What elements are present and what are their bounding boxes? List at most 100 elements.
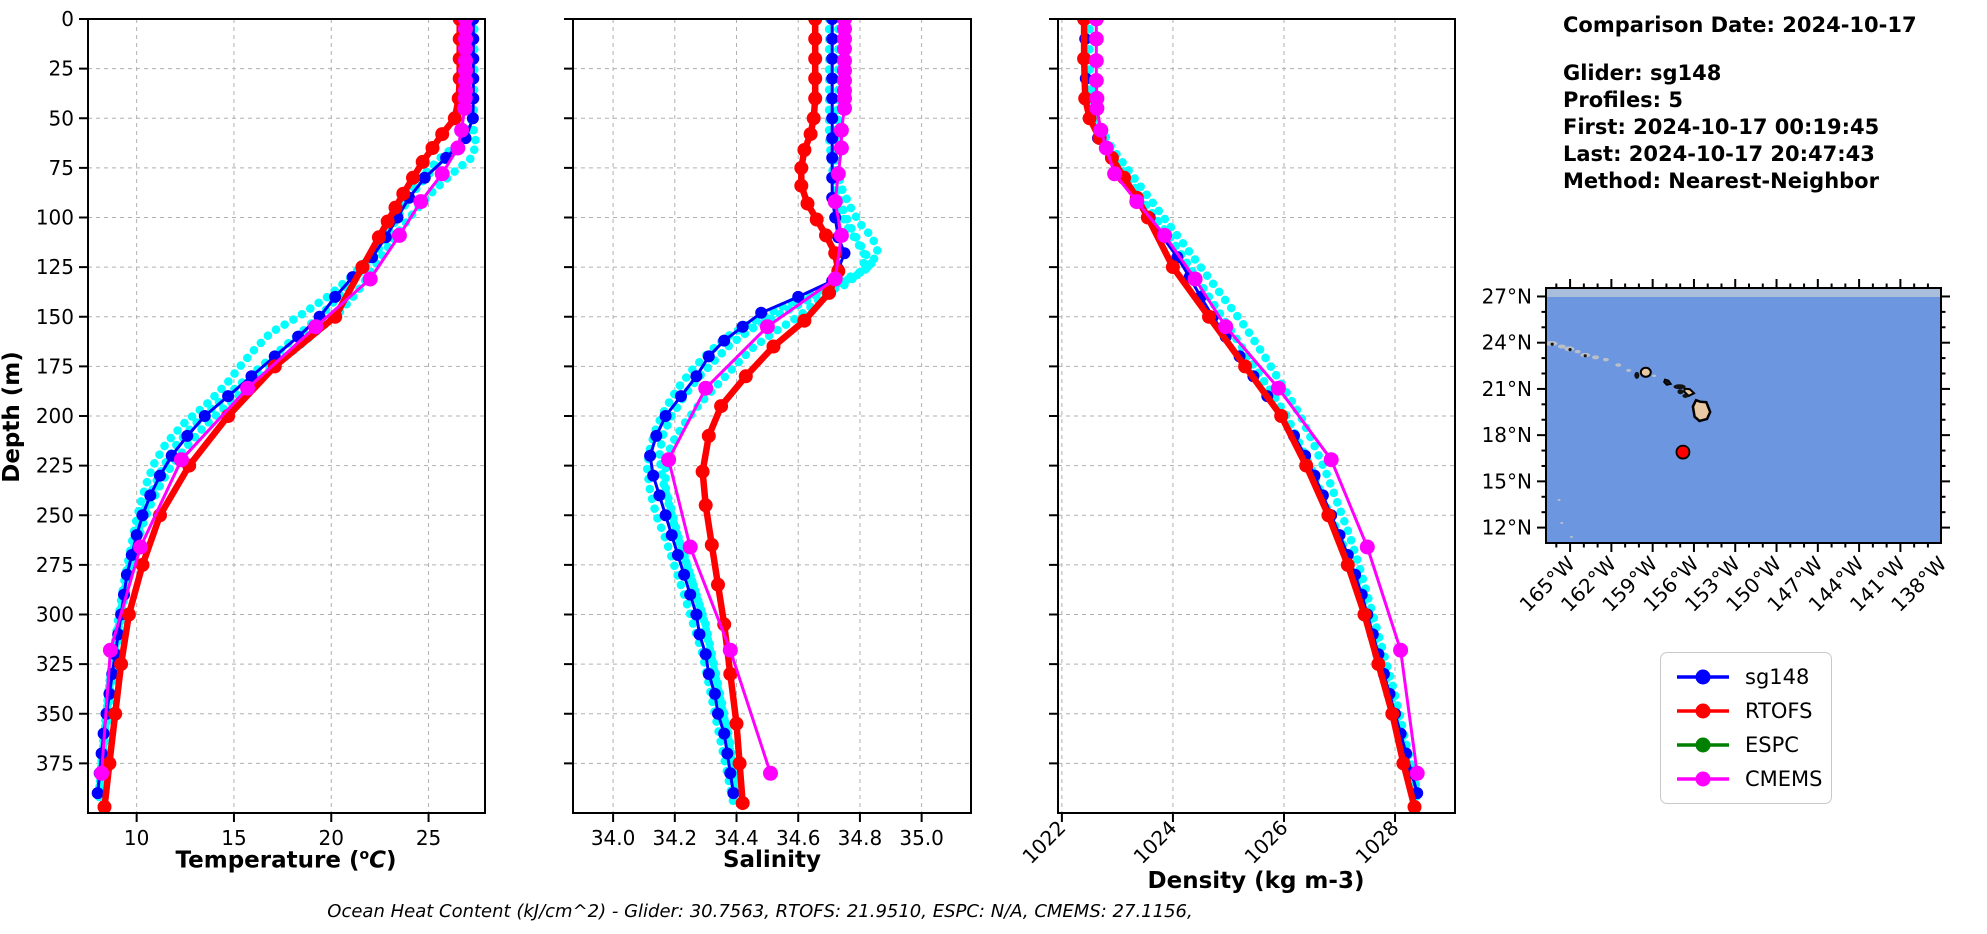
series-glider-profile-3 (661, 19, 883, 808)
depth-tick-label: 75 (49, 156, 74, 180)
legend: sg148 RTOFS ESPC CMEMS (1660, 652, 1832, 804)
series-CMEMS (667, 19, 846, 775)
depth-tick-label: 150 (36, 305, 74, 329)
markers-CMEMS (94, 19, 473, 781)
glider-position-marker (1675, 444, 1691, 460)
depth-tick-label: 300 (36, 603, 74, 627)
map-shoal-patch (1569, 535, 1573, 538)
map-islet-speck (1568, 348, 1572, 352)
map-shoal-patch (1557, 498, 1561, 501)
series-glider-profile-2 (95, 19, 477, 798)
series-sg148 (96, 19, 475, 795)
legend-item-sg148: sg148 (1675, 660, 1831, 694)
map-islet-speck (1583, 354, 1587, 358)
depth-tick-label: 25 (49, 57, 74, 81)
depth-tick-label: 375 (36, 751, 74, 775)
markers-sg148 (91, 19, 480, 800)
map-shoal-patch (1602, 357, 1609, 362)
series-glider-profile-1 (1082, 19, 1423, 808)
legend-label: ESPC (1745, 733, 1799, 757)
x-tick-label: 15 (221, 826, 246, 850)
depth-tick-label: 50 (49, 106, 74, 130)
map-shoal-patch (1560, 521, 1564, 524)
last-profile-time: Last: 2024-10-17 20:47:43 (1563, 142, 1875, 166)
map-island (1691, 398, 1712, 423)
series-glider-profile-2 (1085, 19, 1425, 808)
map-lat-label: 12°N (1482, 516, 1532, 540)
legend-item-ESPC: ESPC (1675, 728, 1831, 762)
map-ocean (1546, 288, 1941, 543)
map-island (1634, 371, 1640, 379)
depth-tick-label: 0 (61, 7, 74, 31)
map-island (1639, 366, 1652, 378)
plot-0: 0 25 50 75 100 125 150 175 200 225 250 275 300 325 350… (36, 7, 486, 850)
depth-tick-label: 325 (36, 652, 74, 676)
map-lat-label: 27°N (1482, 284, 1532, 308)
series-glider-profile-1 (94, 19, 478, 808)
depth-tick-label: 350 (36, 702, 74, 726)
map-shoal-patch (1615, 363, 1622, 367)
legend-line-marker-icon (1677, 737, 1729, 753)
ocean-heat-content-caption: Ocean Heat Content (kJ/cm^2) - Glider: 3… (327, 901, 1193, 922)
map-lat-label: 21°N (1482, 377, 1532, 401)
depth-tick-label: 250 (36, 503, 74, 527)
legend-line-marker-icon (1677, 703, 1729, 719)
plot-2: 1022 1024 1026 1028 (1017, 18, 1456, 869)
profiles-count: Profiles: 5 (1563, 88, 1684, 112)
plot-1: 34.0 34.2 34.4 34.6 34.8 35.0 (564, 18, 972, 850)
map-lat-label: 24°N (1482, 331, 1532, 355)
map-island (1677, 389, 1684, 395)
map-islet-speck (1550, 342, 1554, 346)
series-CMEMS (1094, 19, 1419, 775)
depth-tick-label: 200 (36, 404, 74, 428)
map-island (1663, 378, 1673, 386)
markers-RTOFS (1077, 19, 1422, 813)
density-tick-label: 1028 (1351, 816, 1404, 869)
depth-tick-label: 100 (36, 206, 74, 230)
depth-tick-label: 125 (36, 255, 74, 279)
markers-CMEMS (661, 19, 852, 781)
x-tick-label: 34.6 (776, 826, 821, 850)
temperature-axis-title: Temperature (oC) (175, 847, 397, 874)
x-tick-label: 34.8 (838, 826, 883, 850)
series-CMEMS (100, 19, 467, 775)
map-shoal-patch (1626, 368, 1632, 372)
x-tick-label: 34.4 (714, 826, 759, 850)
legend-label: CMEMS (1745, 767, 1823, 791)
first-profile-time: First: 2024-10-17 00:19:45 (1563, 115, 1880, 139)
series-RTOFS (1080, 19, 1418, 811)
depth-tick-label: 275 (36, 553, 74, 577)
map-shoal-patch (1557, 344, 1566, 349)
salinity-axis-title: Salinity (722, 847, 822, 873)
density-tick-label: 1024 (1129, 816, 1182, 869)
map-shoal-patch (1592, 355, 1600, 360)
map-lat-label: 15°N (1482, 469, 1532, 493)
glider-id: Glider: sg148 (1563, 61, 1722, 85)
markers-RTOFS (97, 19, 467, 813)
map-shoal-patch (1652, 374, 1657, 378)
legend-line-marker-icon (1677, 771, 1729, 787)
location-map: 27°N24°N21°N18°N15°N12°N165°W162°W159°W1… (1482, 279, 1951, 617)
markers-sg148 (1079, 19, 1424, 800)
series-RTOFS (101, 19, 463, 811)
method: Method: Nearest-Neighbor (1563, 169, 1879, 193)
x-tick-label: 34.0 (591, 826, 636, 850)
map-island (1683, 387, 1696, 398)
depth-axis-title: Depth (m) (0, 351, 25, 483)
x-tick-label: 10 (124, 826, 149, 850)
legend-label: RTOFS (1745, 699, 1813, 723)
x-tick-label: 35.0 (899, 826, 944, 850)
x-tick-label: 25 (416, 826, 441, 850)
comparison-info-block: Comparison Date: 2024-10-17 Glider: sg14… (1563, 12, 1917, 195)
map-shelf-band (1546, 288, 1941, 297)
legend-item-RTOFS: RTOFS (1675, 694, 1831, 728)
legend-label: sg148 (1745, 665, 1810, 689)
density-tick-label: 1026 (1240, 816, 1293, 869)
comparison-date: Comparison Date: 2024-10-17 (1563, 13, 1917, 37)
map-shoal-patch (1574, 349, 1581, 354)
map-island (1673, 384, 1686, 390)
series-sg148 (1083, 19, 1419, 795)
depth-tick-label: 175 (36, 354, 74, 378)
